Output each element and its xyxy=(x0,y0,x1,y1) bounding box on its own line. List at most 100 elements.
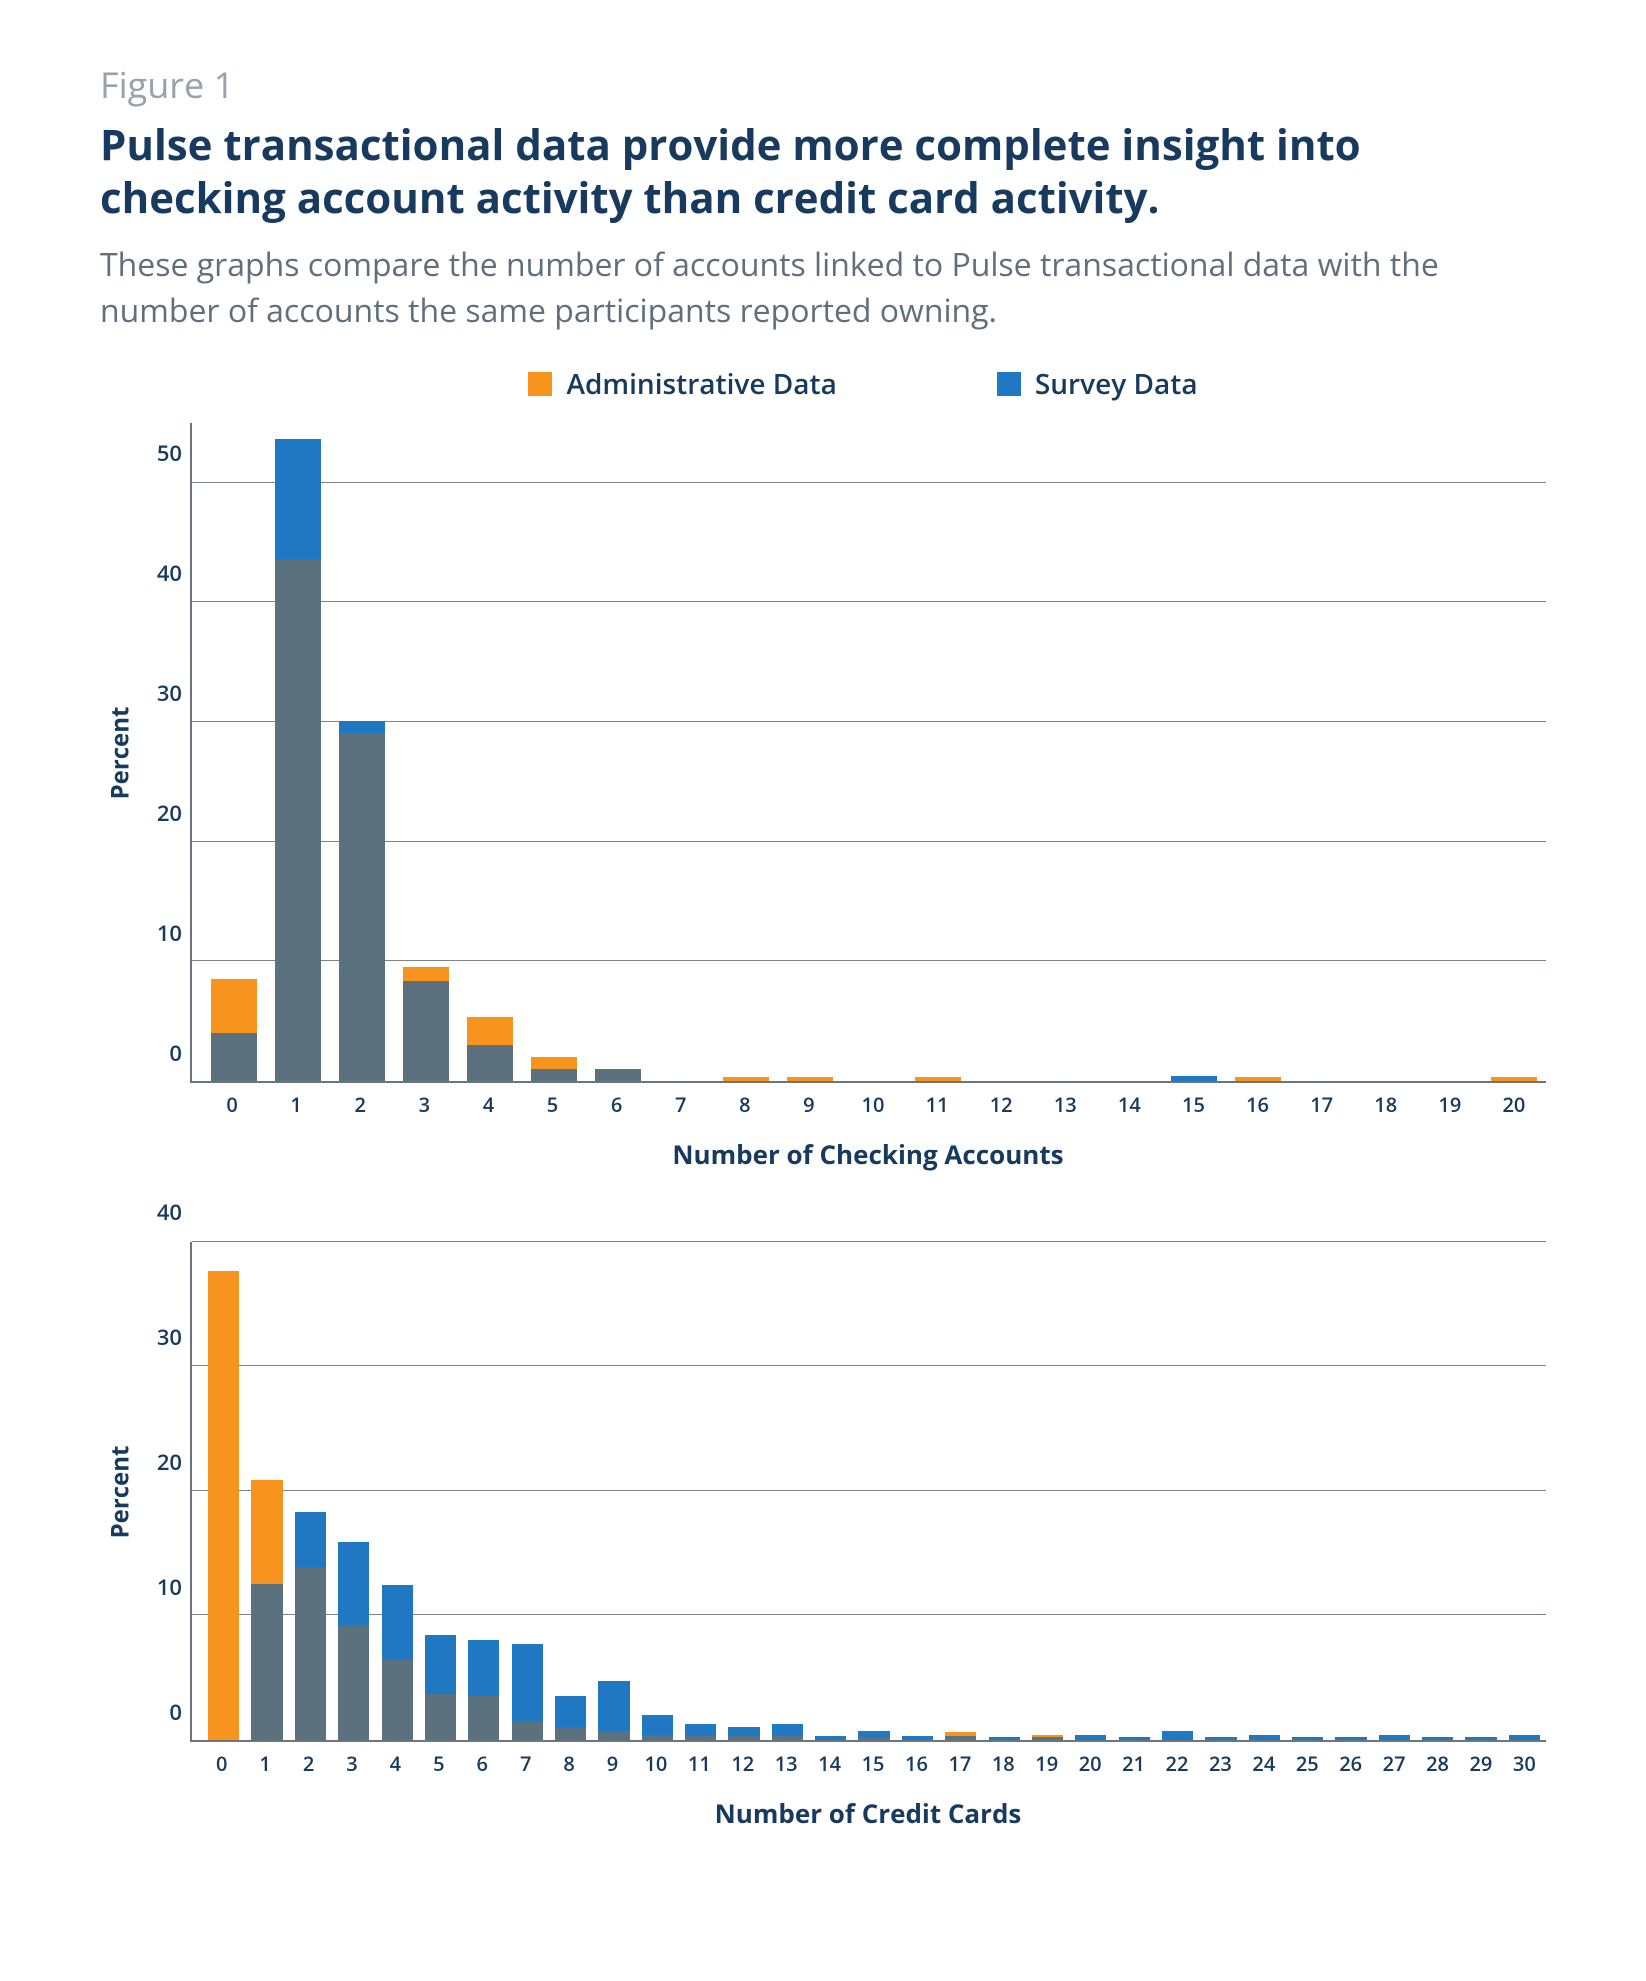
x-tick-label: 29 xyxy=(1459,1742,1502,1777)
bar-category xyxy=(852,1240,895,1740)
bar-segment-overlap xyxy=(772,1736,803,1740)
bar-stack xyxy=(1171,421,1217,1081)
y-axis-label: Percent xyxy=(104,706,137,799)
x-tick-label: 1 xyxy=(264,1083,328,1118)
x-tick-label: 14 xyxy=(1097,1083,1161,1118)
bar-segment-overlap xyxy=(339,733,385,1081)
x-tick-label: 24 xyxy=(1242,1742,1285,1777)
bar-category xyxy=(592,1240,635,1740)
bar-category xyxy=(1156,1240,1199,1740)
bar-stack xyxy=(1299,421,1345,1081)
x-tick-label: 17 xyxy=(938,1742,981,1777)
bar-stack xyxy=(1075,1240,1106,1740)
bar-category xyxy=(809,1240,852,1740)
x-tick-label: 4 xyxy=(456,1083,520,1118)
y-tick-label: 0 xyxy=(169,1038,182,1068)
bar-stack xyxy=(815,1240,846,1740)
bar-category xyxy=(549,1240,592,1740)
bar-category xyxy=(462,1240,505,1740)
bar-stack xyxy=(1363,421,1409,1081)
bar-stack xyxy=(531,421,577,1081)
x-tick-label: 12 xyxy=(969,1083,1033,1118)
bar-stack xyxy=(1235,421,1281,1081)
bar-category xyxy=(1418,421,1482,1081)
bar-segment-overlap xyxy=(728,1736,759,1740)
bar-segment-overlap xyxy=(468,1696,499,1740)
charts-area: Percent010203040500123456789101112131415… xyxy=(100,423,1546,1831)
bar-stack xyxy=(1119,1240,1150,1740)
bar-segment-admin xyxy=(723,1077,769,1081)
x-tick-label: 0 xyxy=(200,1083,264,1118)
bar-stack xyxy=(512,1240,543,1740)
x-tick-label: 2 xyxy=(328,1083,392,1118)
bar-segment-overlap xyxy=(595,1069,641,1081)
bar-stack xyxy=(382,1240,413,1740)
bar-category xyxy=(970,421,1034,1081)
x-axis-label: Number of Checking Accounts xyxy=(190,1136,1546,1172)
bar-category xyxy=(1329,1240,1372,1740)
bar-stack xyxy=(1205,1240,1236,1740)
x-axis-label: Number of Credit Cards xyxy=(190,1795,1546,1831)
bar-category xyxy=(982,1240,1025,1740)
bar-stack xyxy=(555,1240,586,1740)
bar-category xyxy=(458,421,522,1081)
bar-stack xyxy=(787,421,833,1081)
x-tick-label: 13 xyxy=(764,1742,807,1777)
x-tick-label: 9 xyxy=(777,1083,841,1118)
bar-segment-overlap xyxy=(555,1727,586,1740)
bar-segment-overlap xyxy=(425,1694,456,1740)
bar-segment-overlap xyxy=(858,1737,889,1740)
bar-stack xyxy=(251,1240,282,1740)
bar-segment-survey xyxy=(1509,1735,1540,1740)
x-tick-label: 2 xyxy=(287,1742,330,1777)
bar-category xyxy=(202,421,266,1081)
bar-stack xyxy=(1162,1240,1193,1740)
bar-stack xyxy=(902,1240,933,1740)
bar-segment-overlap xyxy=(1032,1737,1063,1740)
bar-category xyxy=(245,1240,288,1740)
bar-stack xyxy=(1509,1240,1540,1740)
x-tick-label: 12 xyxy=(721,1742,764,1777)
bar-category xyxy=(1354,421,1418,1081)
bar-category xyxy=(332,1240,375,1740)
bar-stack xyxy=(211,421,257,1081)
bar-category xyxy=(906,421,970,1081)
bar-segment-overlap xyxy=(275,559,321,1081)
bar-category xyxy=(1069,1240,1112,1740)
bar-segment-overlap xyxy=(382,1660,413,1740)
bar-category xyxy=(1373,1240,1416,1740)
bar-category xyxy=(842,421,906,1081)
x-tick-label: 4 xyxy=(374,1742,417,1777)
y-axis-label-cell: Percent xyxy=(100,1242,140,1742)
bar-category xyxy=(1459,1240,1502,1740)
x-tick-label: 20 xyxy=(1068,1742,1111,1777)
x-tick-label: 7 xyxy=(504,1742,547,1777)
chart-checking: Percent010203040500123456789101112131415… xyxy=(100,423,1546,1172)
y-tick-label: 50 xyxy=(157,438,182,468)
x-tick-label: 8 xyxy=(547,1742,590,1777)
y-tick-label: 10 xyxy=(157,1572,182,1602)
x-tick-label: 7 xyxy=(649,1083,713,1118)
bar-segment-overlap xyxy=(531,1069,577,1081)
bar-category xyxy=(1482,421,1546,1081)
x-tick-label: 26 xyxy=(1329,1742,1372,1777)
bar-stack xyxy=(989,1240,1020,1740)
figure-title: Pulse transactional data provide more co… xyxy=(100,119,1546,224)
bar-category xyxy=(1113,1240,1156,1740)
bar-category xyxy=(1098,421,1162,1081)
bar-stack xyxy=(1335,1240,1366,1740)
x-tick-label: 27 xyxy=(1372,1742,1415,1777)
x-tick-label: 1 xyxy=(243,1742,286,1777)
bar-segment-survey xyxy=(1075,1735,1106,1740)
bar-category xyxy=(375,1240,418,1740)
bar-area xyxy=(192,1242,1546,1740)
bar-segment-survey xyxy=(1205,1737,1236,1740)
y-tick-label: 40 xyxy=(157,558,182,588)
x-tick-label: 17 xyxy=(1290,1083,1354,1118)
bar-category xyxy=(939,1240,982,1740)
bar-stack xyxy=(275,421,321,1081)
bar-segment-survey xyxy=(989,1737,1020,1740)
bar-stack xyxy=(945,1240,976,1740)
bar-category xyxy=(1026,1240,1069,1740)
plot-area xyxy=(190,1242,1546,1742)
